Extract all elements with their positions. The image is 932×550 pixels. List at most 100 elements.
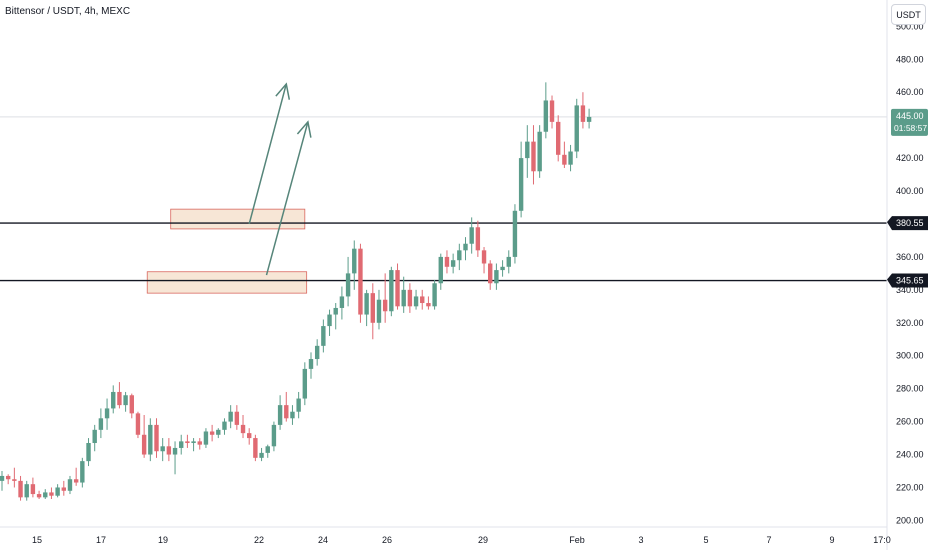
trend-arrow-line[interactable]: [265, 121, 309, 276]
candle-body: [302, 368, 308, 399]
y-tick-label: 360.00: [896, 252, 924, 262]
candle-body: [277, 405, 283, 425]
current-price-badge: [891, 108, 928, 136]
y-tick-label: 220.00: [896, 482, 924, 492]
candle-body: [290, 411, 295, 419]
candle-body: [475, 227, 481, 251]
candle-body: [253, 438, 258, 458]
candle-body: [172, 447, 178, 455]
level-badge-lower-text: 345.65: [896, 276, 924, 286]
candle-body: [562, 154, 567, 165]
level-badge-lower: [887, 273, 928, 288]
candle-body: [0, 475, 5, 481]
x-tick-label: 3: [638, 535, 643, 545]
candles: [0, 82, 592, 501]
candle-body: [574, 105, 579, 152]
candle-body: [463, 243, 468, 251]
candle-body: [321, 326, 326, 346]
candle-body: [389, 270, 394, 312]
candle-body: [364, 293, 369, 315]
y-tick-label: 500.00: [896, 21, 924, 31]
candle-body: [407, 289, 413, 307]
candle-body: [494, 270, 499, 284]
candle-body: [333, 307, 338, 315]
candle-body: [197, 441, 202, 445]
candle-body: [117, 391, 122, 406]
x-tick-label: 7: [766, 535, 771, 545]
candle-body: [191, 441, 196, 444]
candle-body: [450, 260, 456, 267]
candle-body: [401, 289, 406, 307]
candle-body: [580, 105, 586, 122]
candle-body: [481, 250, 487, 264]
candle-body: [284, 405, 289, 419]
candle-body: [203, 431, 209, 445]
candle-body: [556, 121, 561, 155]
supply-demand-zone[interactable]: [170, 208, 306, 230]
candle-body: [432, 283, 437, 307]
y-tick-label: 460.00: [896, 87, 924, 97]
supply-demand-zone[interactable]: [146, 271, 308, 294]
x-tick-label: 26: [382, 535, 392, 545]
y-tick-label: 340.00: [896, 285, 924, 295]
candle-body: [55, 487, 60, 496]
candle-body: [240, 424, 246, 434]
candle-body: [43, 492, 48, 498]
candle-body: [209, 431, 215, 435]
x-tick-label: 19: [158, 535, 168, 545]
candle-body: [216, 429, 221, 435]
candle-body: [426, 303, 431, 307]
candle-body: [179, 441, 184, 448]
candle-body: [24, 484, 29, 498]
candle-body: [271, 424, 277, 447]
candle-body: [61, 487, 66, 491]
candle-body: [265, 446, 270, 453]
candle-body: [537, 131, 542, 172]
candle-body: [36, 494, 42, 498]
candle-body: [444, 256, 450, 267]
y-tick-label: 320.00: [896, 318, 924, 328]
currency-selector[interactable]: USDT: [891, 4, 926, 25]
level-badge-upper: [887, 216, 928, 231]
candle-body: [5, 475, 11, 480]
candle-body: [531, 141, 536, 172]
candle-body: [488, 263, 493, 284]
candle-body: [18, 480, 23, 498]
candle-body: [73, 479, 79, 483]
candle-body: [12, 479, 17, 481]
candle-body: [518, 158, 524, 211]
candle-body: [352, 248, 357, 274]
candle-body: [104, 408, 110, 419]
candle-body: [370, 293, 375, 323]
candle-body: [438, 256, 443, 284]
candle-body: [30, 484, 36, 495]
trend-arrows: [248, 82, 312, 276]
candle-body: [395, 270, 400, 307]
candle-body: [123, 395, 128, 406]
candle-body: [382, 299, 388, 312]
trend-arrow-head: [296, 120, 312, 138]
y-tick-label: 400.00: [896, 186, 924, 196]
time-axis[interactable]: 15 17 19 22 24 26 29 Feb 3 5 7 9 17:0: [32, 535, 891, 545]
candle-body: [86, 443, 91, 462]
x-tick-label: 29: [478, 535, 488, 545]
chart-title: Bittensor / USDT, 4h, MEXC: [5, 6, 131, 17]
candle-body: [339, 296, 345, 308]
x-tick-label: 22: [254, 535, 264, 545]
candle-body: [129, 395, 134, 414]
candle-body: [345, 273, 351, 297]
x-tick-label: 17:0: [873, 535, 891, 545]
trend-arrow-line[interactable]: [248, 83, 288, 225]
candle-body: [314, 345, 320, 360]
candle-body: [154, 424, 159, 452]
candle-body: [457, 250, 462, 261]
candle-body: [185, 441, 190, 444]
bar-countdown-text: 01:58:57: [894, 123, 927, 133]
zones: [146, 208, 308, 294]
candle-body: [358, 248, 363, 315]
candle-body: [506, 256, 511, 267]
y-tick-label: 260.00: [896, 417, 924, 427]
candle-body: [80, 461, 85, 483]
candle-body: [98, 418, 104, 430]
